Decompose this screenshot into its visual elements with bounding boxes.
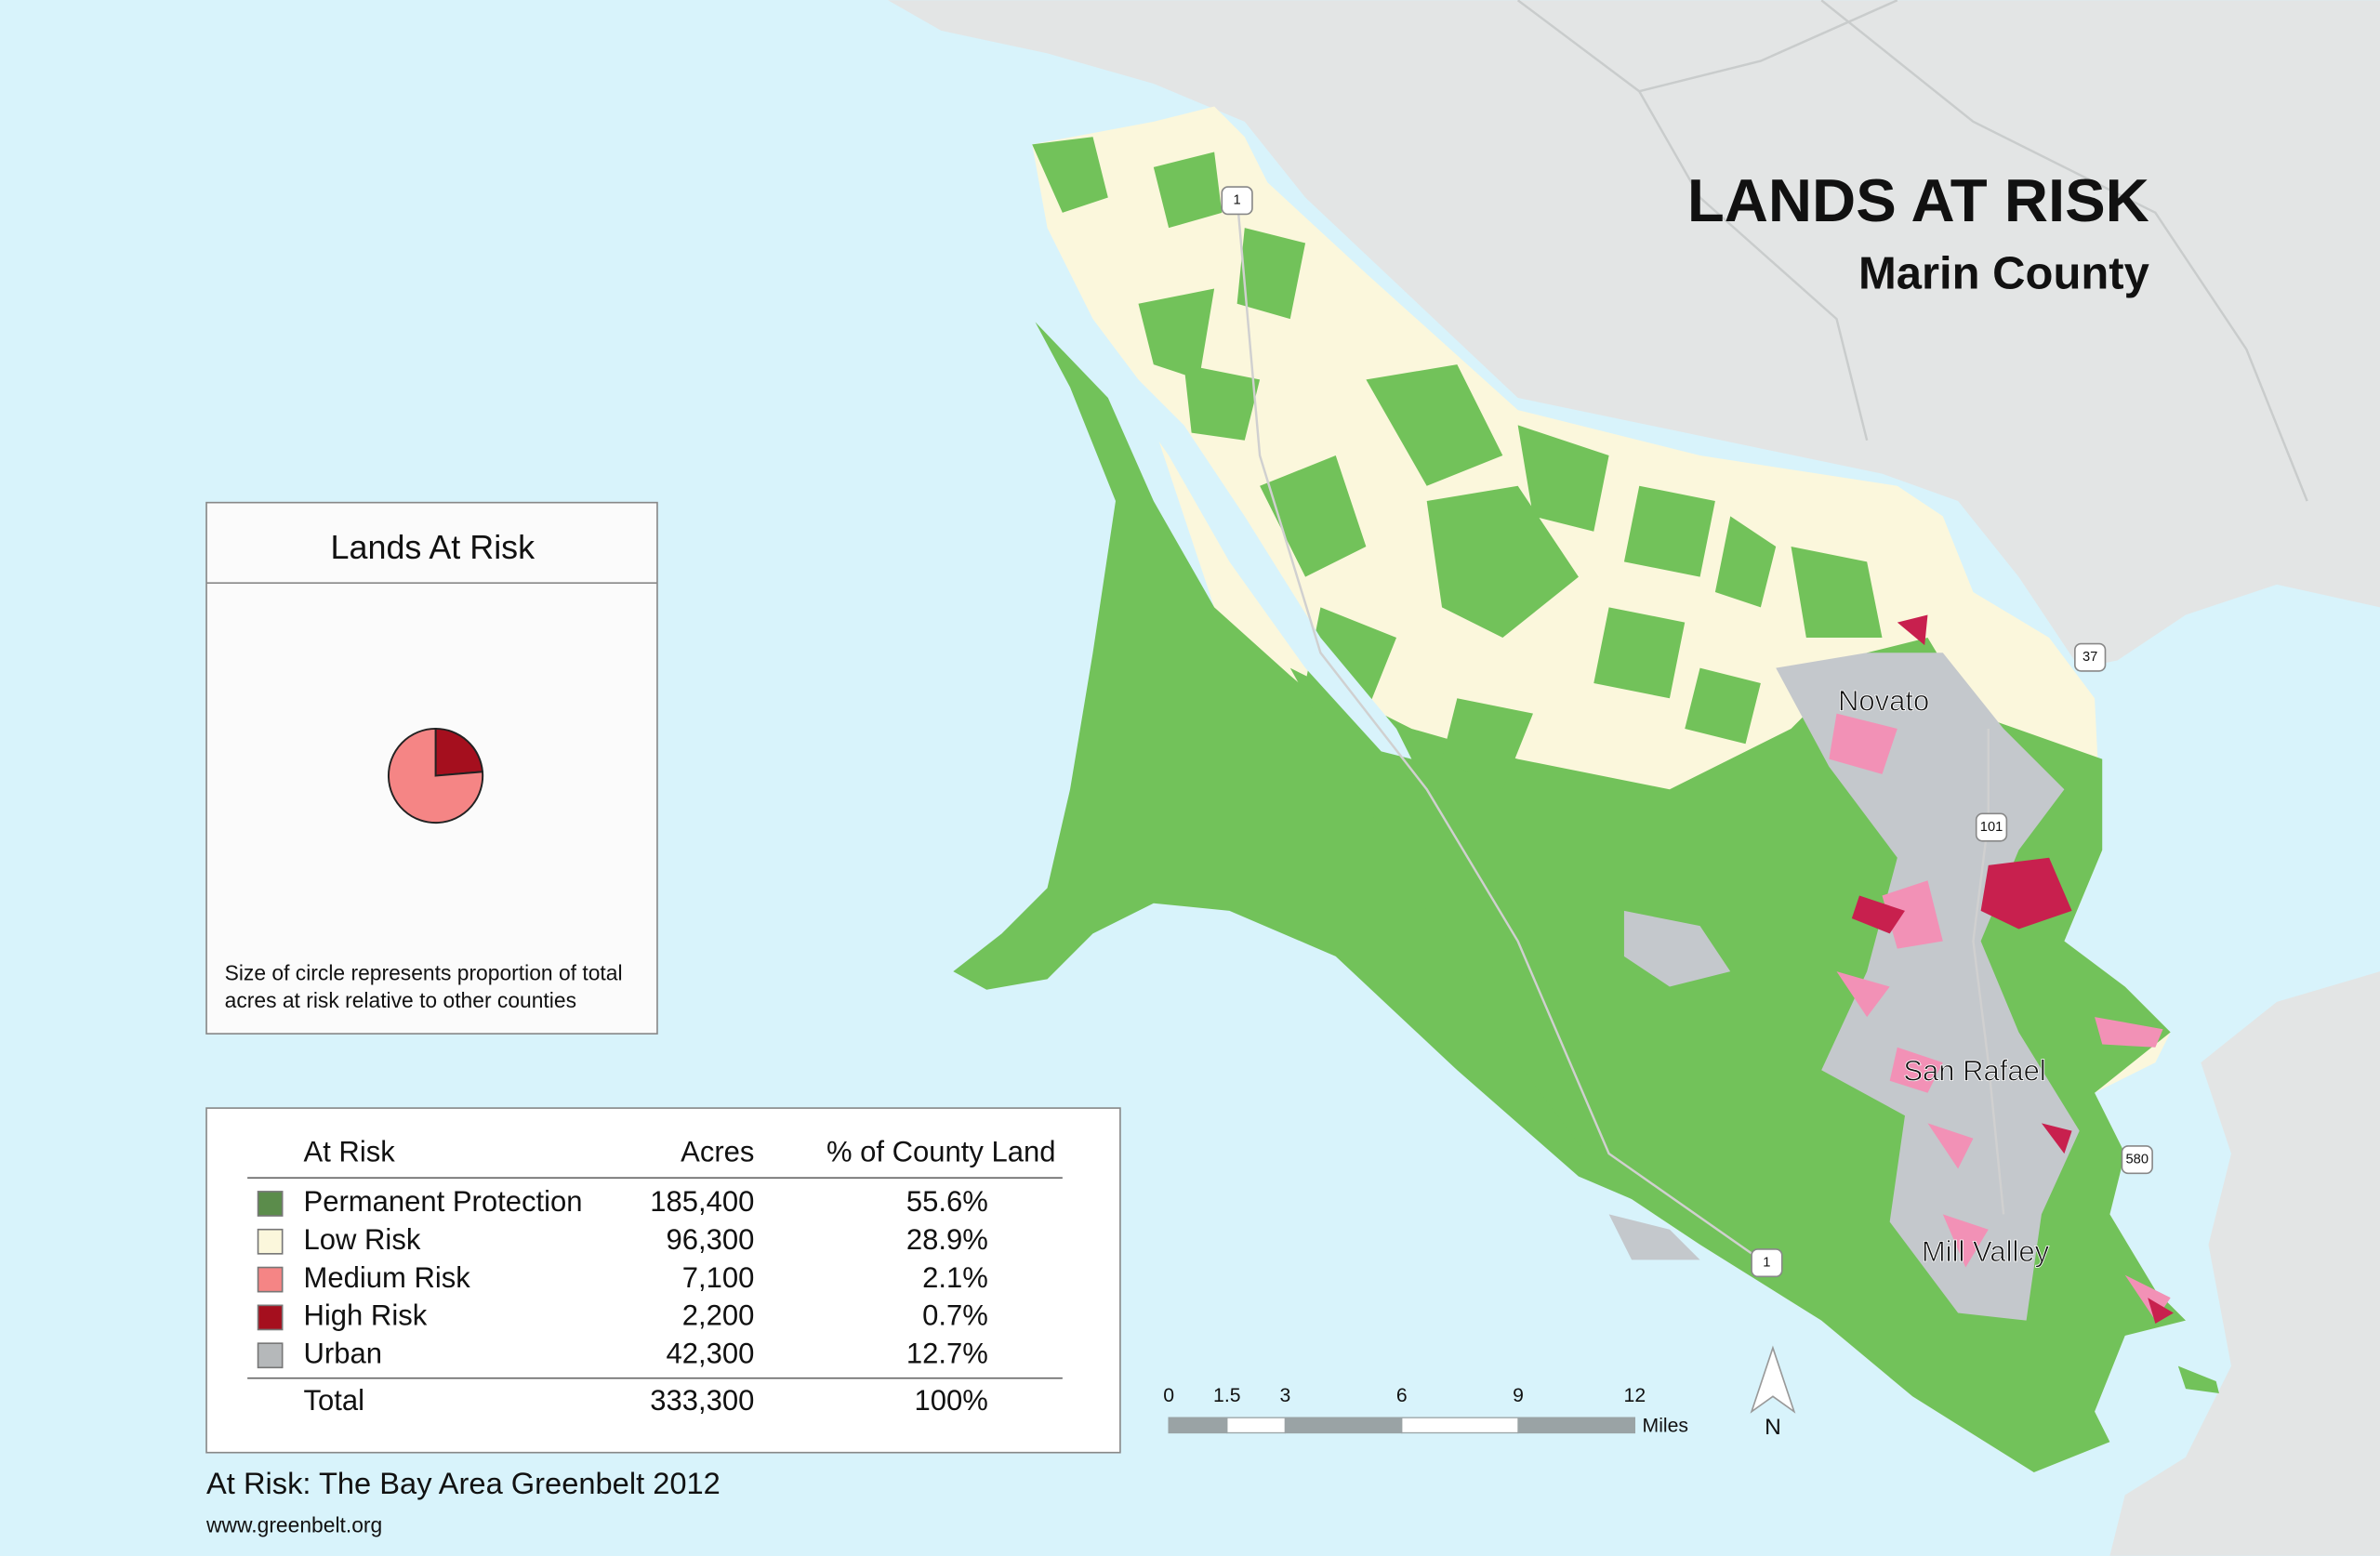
- row-acres: 7,100: [682, 1261, 755, 1294]
- table-header: At Risk: [304, 1135, 396, 1167]
- highway-shield: [1975, 812, 2008, 842]
- scale-segment: [1517, 1417, 1636, 1434]
- legend-swatch: [257, 1266, 284, 1293]
- highway-shield: [2074, 642, 2107, 672]
- footer-url: www.greenbelt.org: [205, 1513, 382, 1537]
- scale-unit: Miles: [1643, 1416, 1689, 1437]
- footer-source: At Risk: The Bay Area Greenbelt 2012: [206, 1466, 721, 1500]
- highway-label: 580: [2126, 1152, 2149, 1167]
- legend-swatch: [257, 1342, 284, 1369]
- highway-shield: [2121, 1145, 2153, 1175]
- protected-land: [953, 322, 1633, 1200]
- legend-swatch: [257, 1304, 284, 1331]
- pie-chart: [388, 727, 484, 824]
- scale-tick-label: 1.5: [1213, 1385, 1241, 1406]
- row-label: Medium Risk: [304, 1261, 471, 1294]
- highway-label: 1: [1234, 193, 1241, 208]
- pie-slice: [434, 727, 484, 777]
- row-percent: 0.7%: [922, 1299, 988, 1332]
- land-background: [888, 0, 2380, 668]
- row-acres: 96,300: [667, 1223, 755, 1256]
- scale-segment: [1284, 1417, 1403, 1434]
- legend-swatch: [257, 1228, 284, 1255]
- scale-segment: [1226, 1417, 1287, 1434]
- table-header: % of County Land: [826, 1135, 1056, 1167]
- map-subtitle: Marin County: [1858, 248, 2149, 298]
- scale-segment: [1168, 1417, 1228, 1434]
- table-header: Acres: [681, 1135, 754, 1167]
- inset-note: acres at risk relative to other counties: [225, 988, 576, 1012]
- row-percent: 12.7%: [906, 1337, 988, 1369]
- total-acres: 333,300: [650, 1384, 754, 1417]
- row-label: High Risk: [304, 1299, 428, 1332]
- highway-label: 37: [2082, 650, 2097, 665]
- highway-shield: [1751, 1248, 1783, 1278]
- inset-note: Size of circle represents proportion of …: [225, 960, 623, 984]
- highway-label: 101: [1980, 820, 2003, 835]
- pie-slice: [388, 727, 484, 824]
- total-label: Total: [304, 1384, 365, 1417]
- row-acres: 185,400: [650, 1185, 754, 1218]
- bay: [1116, 364, 1412, 759]
- row-acres: 2,200: [682, 1299, 755, 1332]
- north-arrow: [1750, 1345, 1796, 1414]
- scale-tick-label: 6: [1396, 1385, 1408, 1406]
- scale-segment: [1401, 1417, 1519, 1434]
- legend-swatch: [257, 1191, 284, 1217]
- row-label: Permanent Protection: [304, 1185, 583, 1218]
- scale-tick-label: 0: [1163, 1385, 1174, 1406]
- row-acres: 42,300: [667, 1337, 755, 1369]
- protected-land: [1032, 137, 1883, 987]
- urban-area: [1608, 910, 1731, 1260]
- row-percent: 55.6%: [906, 1185, 988, 1218]
- row-label: Urban: [304, 1337, 382, 1369]
- boundary-lines: [1516, 0, 2308, 502]
- row-percent: 28.9%: [906, 1223, 988, 1256]
- highway-label: 1: [1763, 1256, 1770, 1271]
- inset-title: Lands At Risk: [331, 528, 536, 566]
- scale-tick-label: 12: [1624, 1385, 1646, 1406]
- total-percent: 100%: [915, 1384, 988, 1417]
- place-label: Novato: [1838, 684, 1929, 717]
- road: [1236, 197, 2005, 1261]
- scale-tick-label: 3: [1280, 1385, 1291, 1406]
- scale-tick-label: 9: [1513, 1385, 1524, 1406]
- row-label: Low Risk: [304, 1223, 421, 1256]
- protected-land: [2177, 1365, 2219, 1394]
- north-label: N: [1765, 1415, 1781, 1440]
- map-title: LANDS AT RISK: [1687, 166, 2149, 234]
- place-label: San Rafael: [1903, 1055, 2045, 1088]
- place-label: Mill Valley: [1922, 1235, 2050, 1268]
- land-background: [2109, 971, 2380, 1556]
- table-panel: [205, 1107, 1121, 1454]
- highway-shield: [1221, 186, 1253, 216]
- dynamic-layer: LANDS AT RISK Marin County Lands At Risk Si…: [205, 166, 2153, 1537]
- row-percent: 2.1%: [922, 1261, 988, 1294]
